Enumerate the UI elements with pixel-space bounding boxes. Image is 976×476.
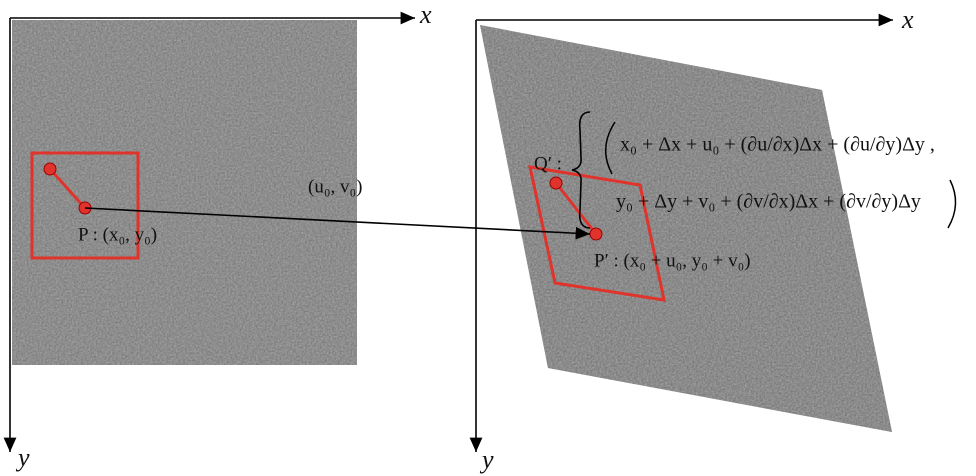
- point-label: P : (x₀, y₀): [78, 224, 157, 245]
- paren: [948, 180, 956, 228]
- formula-line: y₀ + Δy + v₀ + (∂v/∂x)Δx + (∂v/∂y)Δy: [616, 191, 921, 213]
- displacement-label: (u₀, v₀): [308, 176, 362, 197]
- point-label: Q′ :: [534, 153, 562, 174]
- point: [590, 228, 602, 240]
- x-label: x: [419, 0, 432, 29]
- diagram: x y x y P : (x₀, y₀) (u₀, v₀) Q′ : P′ : …: [0, 0, 976, 476]
- y-label: y: [479, 445, 494, 474]
- image-texture: [12, 20, 357, 365]
- point: [44, 163, 56, 175]
- formula-line: x₀ + Δx + u₀ + (∂u/∂x)Δx + (∂u/∂y)Δy ,: [620, 134, 935, 156]
- y-label: y: [15, 443, 30, 472]
- x-label: x: [901, 5, 914, 34]
- point-label: P′ : (x₀ + u₀, y₀ + v₀): [594, 250, 751, 271]
- point: [550, 177, 562, 189]
